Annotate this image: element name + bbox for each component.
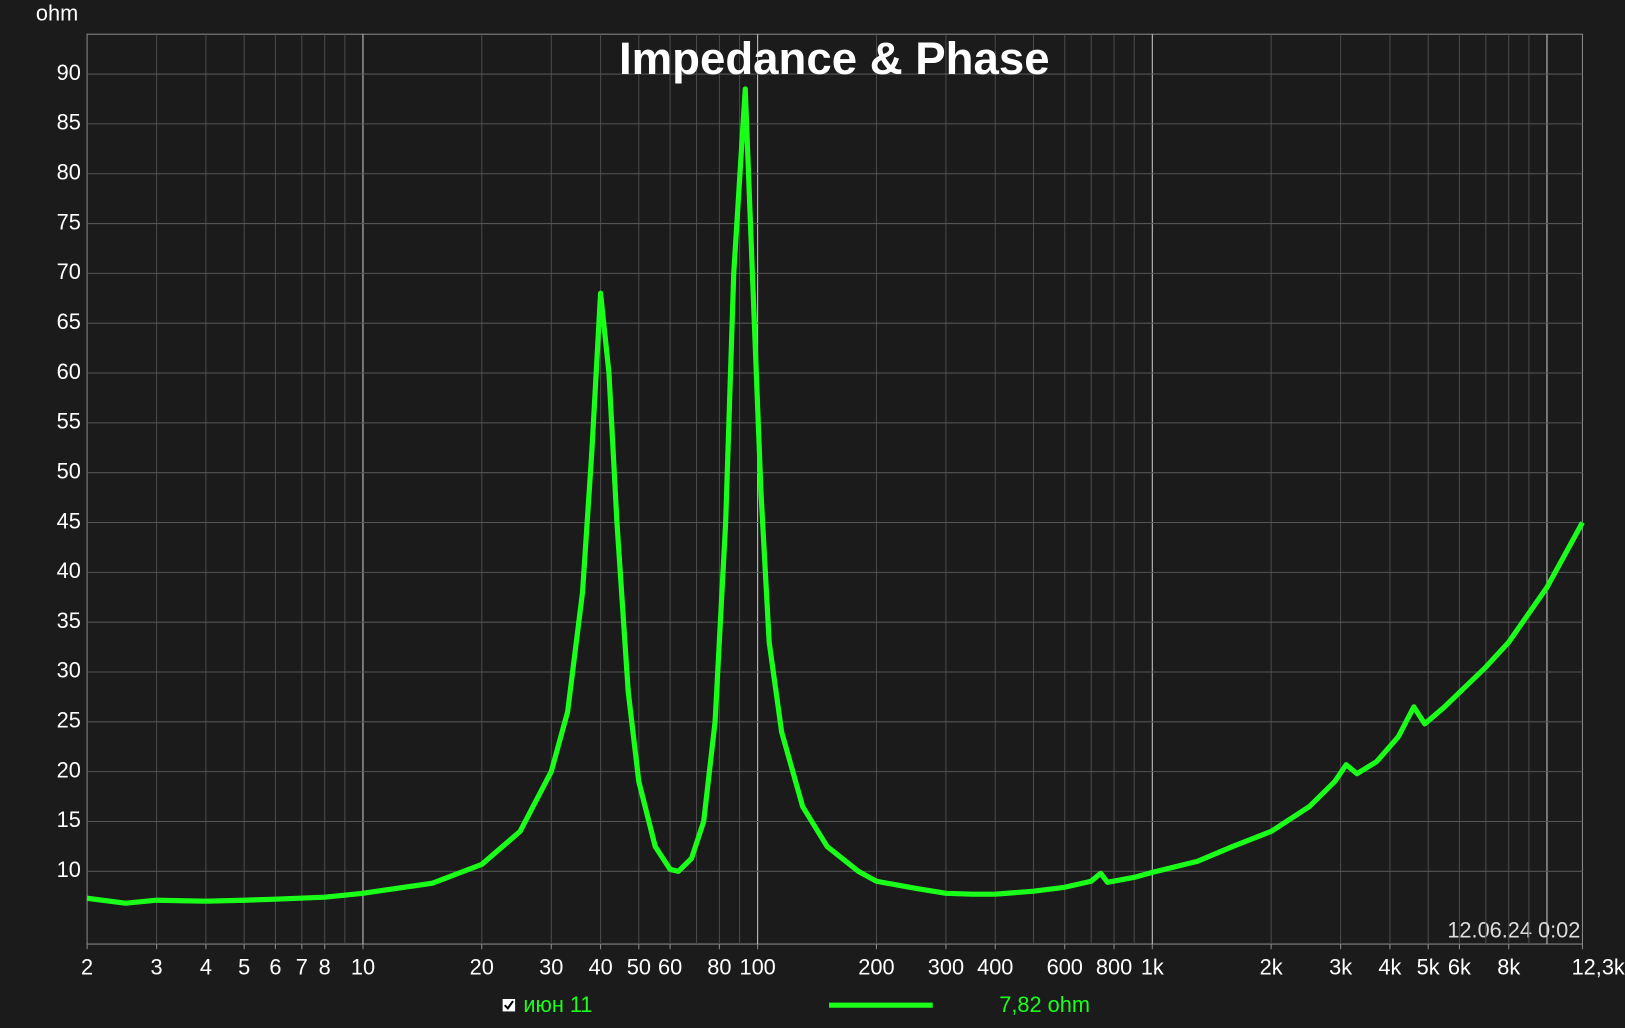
y-tick-label: 55 [57,409,81,434]
y-tick-label: 25 [57,708,81,733]
y-tick-label: 70 [57,259,81,284]
x-tick-label: 5k [1417,955,1440,980]
y-tick-label: 40 [57,558,81,583]
x-tick-label: 4k [1378,955,1401,980]
y-tick-label: 75 [57,209,81,234]
y-tick-label: 50 [57,458,81,483]
legend-label[interactable]: июн 11 [523,992,592,1017]
x-tick-label: 80 [707,955,731,980]
y-tick-label: 35 [57,608,81,633]
plot-area [86,33,1583,945]
y-tick-label: 80 [57,159,81,184]
timestamp: 12.06.24 0:02 [1447,917,1580,942]
x-tick-label: 100 [739,955,775,980]
x-tick-label: 60 [658,955,682,980]
x-tick-label: 200 [858,955,894,980]
x-tick-label: 12,3kHz [1572,955,1625,980]
x-tick-label: 3k [1329,955,1352,980]
x-tick-label: 300 [928,955,964,980]
y-tick-label: 60 [57,359,81,384]
x-tick-label: 8k [1497,955,1520,980]
x-tick-label: 2 [81,955,93,980]
y-tick-label: 15 [57,807,81,832]
y-tick-label: 20 [57,757,81,782]
x-tick-label: 1k [1141,955,1164,980]
x-tick-label: 20 [470,955,494,980]
x-tick-label: 600 [1047,955,1083,980]
x-tick-label: 3 [151,955,163,980]
readout: 7,82 ohm [999,992,1090,1017]
x-tick-label: 6k [1448,955,1471,980]
x-tick-label: 800 [1096,955,1132,980]
x-tick-label: 30 [539,955,563,980]
x-tick-label: 400 [977,955,1013,980]
x-tick-label: 7 [296,955,308,980]
x-tick-label: 10 [351,955,375,980]
x-tick-label: 2k [1260,955,1283,980]
check-mark [503,1000,514,1010]
y-tick-label: 45 [57,508,81,533]
x-tick-label: 40 [588,955,612,980]
y-tick-label: 90 [57,60,81,85]
y-tick-label: 30 [57,658,81,683]
y-tick-label: 10 [57,857,81,882]
x-tick-label: 50 [627,955,651,980]
y-axis-label: ohm [36,0,78,25]
x-tick-label: 5 [238,955,250,980]
x-tick-label: 6 [269,955,281,980]
y-tick-label: 85 [57,110,81,135]
y-tick-label: 65 [57,309,81,334]
x-tick-label: 4 [200,955,212,980]
chart-title: Impedance & Phase [619,33,1050,84]
x-tick-label: 8 [319,955,331,980]
impedance-line [86,86,1585,906]
